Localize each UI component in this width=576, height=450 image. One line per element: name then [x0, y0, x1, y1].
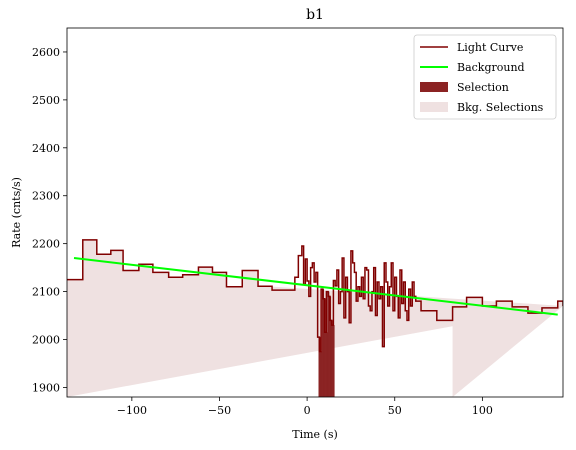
axes-frame [66, 27, 564, 398]
legend-label-light_curve: Light Curve [457, 41, 523, 54]
selection-bar [323, 298, 326, 397]
legend-label-selection: Selection [457, 81, 509, 94]
selection-bar [320, 351, 323, 397]
legend: Light Curve Background Selection Bkg. Selec… [413, 34, 557, 120]
bkg-selection-region [67, 239, 563, 397]
y-tick-label: 2300 [32, 190, 60, 203]
x-tick-label: −100 [117, 404, 147, 417]
plot-content [67, 239, 563, 397]
selection-bar [332, 325, 335, 397]
y-tick-label: 2200 [32, 238, 60, 251]
x-tick-label: 0 [304, 404, 311, 417]
plot-area [66, 27, 564, 398]
legend-label-background: Background [457, 61, 525, 74]
legend-swatch-selection [420, 82, 448, 92]
y-tick-label: 2100 [32, 286, 60, 299]
x-tick-label: −50 [208, 404, 231, 417]
legend-box [413, 34, 557, 120]
background-fit-line [73, 257, 558, 316]
selection-bar [318, 337, 321, 397]
selection-bar [330, 320, 333, 397]
y-tick-label: 2600 [32, 46, 60, 59]
y-tick-label: 1900 [32, 381, 60, 394]
x-tick-label: 100 [472, 404, 493, 417]
y-tick-label: 2400 [32, 142, 60, 155]
y-axis-label: Rate (cnts/s) [10, 177, 23, 248]
bkg-selection-region [452, 297, 563, 397]
y-tick-label: 2000 [32, 333, 60, 346]
legend-swatch-bkg_selection [420, 102, 448, 112]
x-axis-label: Time (s) [292, 428, 338, 441]
selection-bar [322, 289, 325, 397]
selection-bar [325, 332, 328, 397]
light-curve-line [67, 239, 563, 353]
legend-label-bkg_selection: Bkg. Selections [457, 101, 544, 114]
x-tick-label: 50 [388, 404, 402, 417]
selection-bar [329, 296, 332, 397]
axis-ticks: −100 −50 0 50 100 1900 2000 2100 2200 2300 2400 250… [32, 46, 493, 417]
selection-bar [327, 291, 330, 397]
chart-title: b1 [306, 7, 324, 23]
y-tick-label: 2500 [32, 94, 60, 107]
